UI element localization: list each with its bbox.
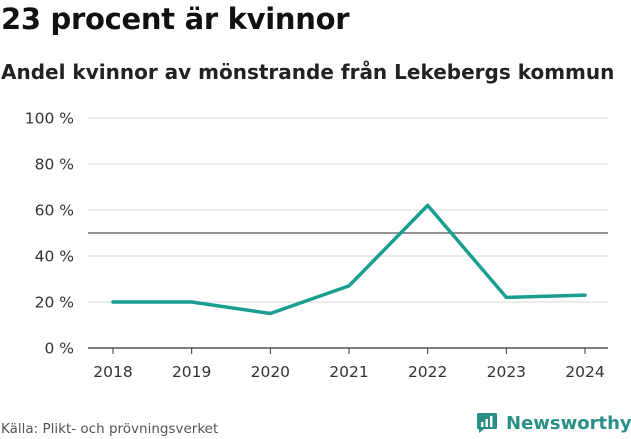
chart-title: 23 procent är kvinnor [1, 2, 350, 36]
data-point-2020 [268, 311, 272, 316]
y-tick-label-100: 100 % [25, 110, 74, 128]
x-tick-label-2020: 2020 [251, 363, 290, 381]
data-point-2022 [426, 203, 430, 207]
y-tick-label-20: 20 % [35, 294, 74, 312]
newsworthy-logo-icon [477, 413, 497, 433]
line-chart: 0 % 20 % 40 % 60 % 80 % 100 % 2018 2019 2020 202… [25, 110, 608, 381]
series-group [111, 203, 587, 316]
data-point-2024 [583, 293, 587, 297]
source-note: Källa: Plikt- och prövningsverket [1, 421, 219, 437]
x-tick-label-2019: 2019 [172, 363, 211, 381]
gridlines [88, 117, 608, 349]
x-tick-label-2022: 2022 [408, 363, 447, 381]
chart-subtitle: Andel kvinnor av mönstrande från Lekeber… [1, 60, 615, 84]
y-tick-label-40: 40 % [35, 248, 74, 266]
y-tick-label-80: 80 % [35, 156, 74, 174]
x-tick-label-2023: 2023 [487, 363, 526, 381]
series-line-0 [111, 203, 587, 316]
y-axis-ticks: 0 % 20 % 40 % 60 % 80 % 100 % [25, 110, 74, 358]
x-tick-label-2018: 2018 [93, 363, 132, 381]
x-tick-label-2024: 2024 [565, 363, 604, 381]
brand-name: Newsworthy [506, 412, 631, 434]
data-point-2018 [111, 300, 115, 304]
y-tick-label-60: 60 % [35, 202, 74, 220]
brand-logo: Newsworthy [476, 408, 631, 438]
data-point-2021 [347, 284, 351, 288]
y-tick-label-0: 0 % [44, 340, 74, 358]
data-point-2019 [190, 300, 194, 304]
x-tick-label-2021: 2021 [329, 363, 368, 381]
data-point-2023 [504, 295, 508, 299]
x-axis-ticks: 2018 2019 2020 2021 2022 2023 2024 [93, 348, 605, 381]
